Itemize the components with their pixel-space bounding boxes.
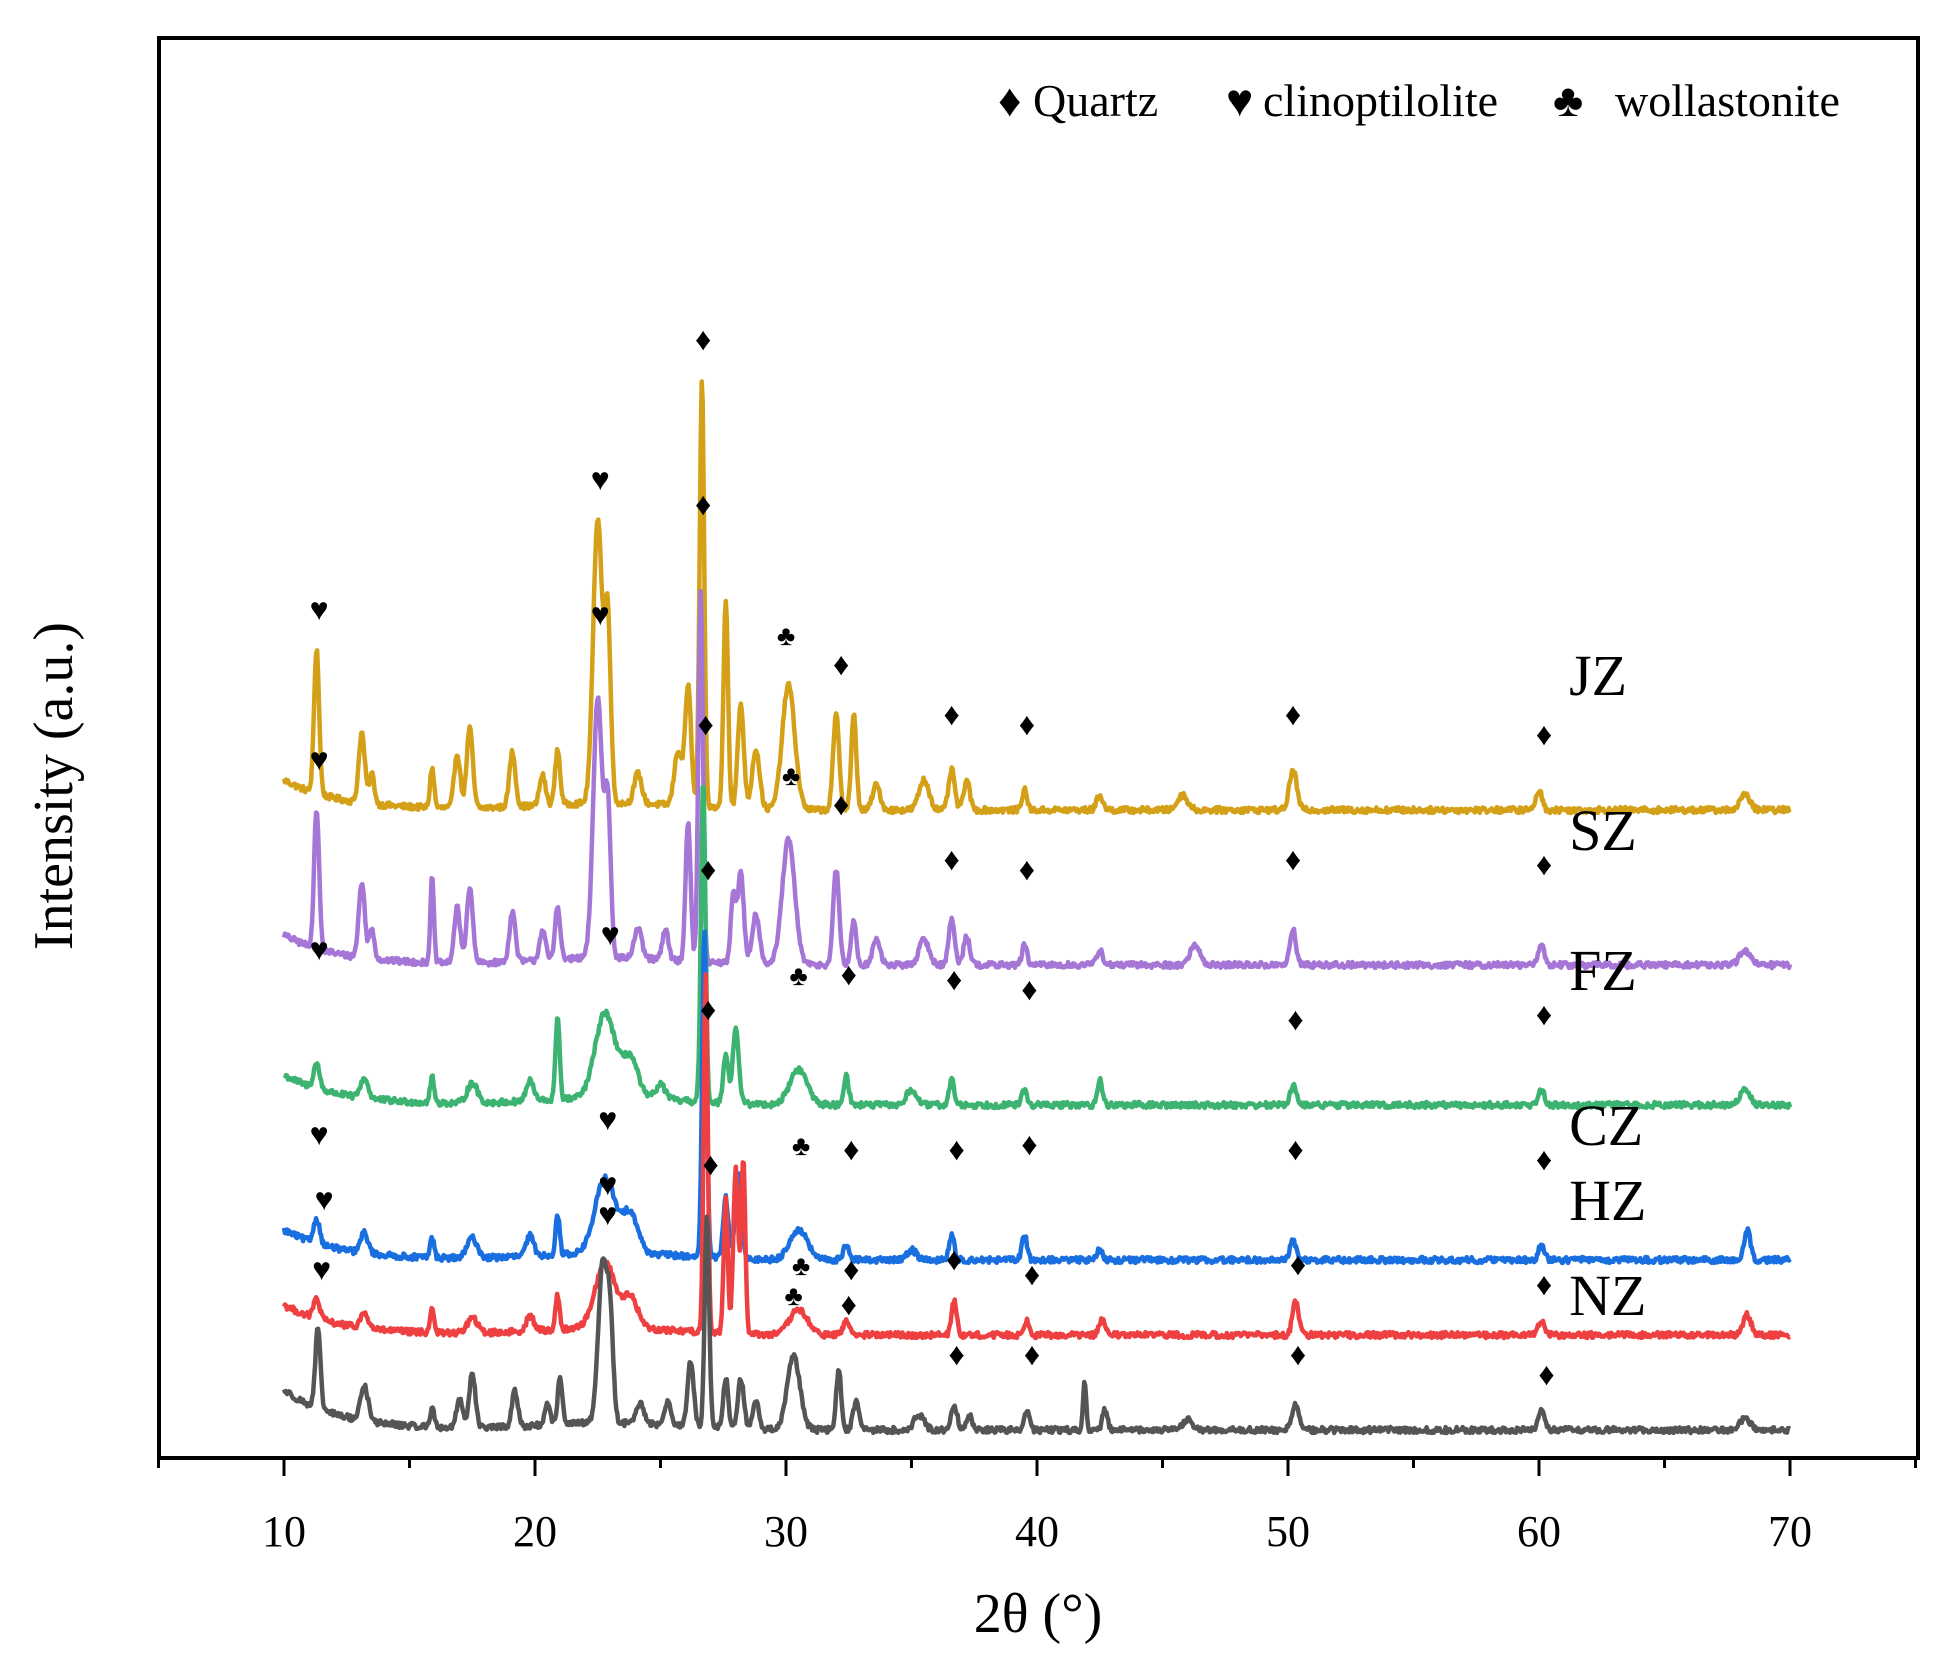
peak-marker-diamond: ♦ [1290,1246,1306,1282]
peak-marker-diamond: ♦ [943,841,959,877]
series-label-cz: CZ [1569,1093,1643,1158]
series-label-hz: HZ [1569,1168,1646,1233]
series-label-nz: NZ [1569,1263,1646,1328]
peak-marker-diamond: ♦ [1538,1356,1554,1392]
peak-marker-diamond: ♦ [843,1251,859,1287]
series-line-sz [281,588,1793,971]
y-axis-title: Intensity (a.u.) [23,622,85,950]
peak-marker-diamond: ♦ [1019,706,1035,742]
peak-marker-diamond: ♦ [843,1131,859,1167]
peak-marker-club: ♣ [792,1131,810,1162]
legend: ♦ Quartz ♥ clinoptilolite ♣ wollastonite [998,75,1840,126]
series-label-fz: FZ [1569,938,1637,1003]
x-tick-label: 50 [1266,1507,1310,1556]
x-tick-label: 60 [1517,1507,1561,1556]
peak-marker-diamond: ♦ [833,646,849,682]
peak-marker-diamond: ♦ [1290,1336,1306,1372]
peak-marker-diamond: ♦ [1536,1141,1552,1177]
series-label-jz: JZ [1569,643,1627,708]
peak-marker-diamond: ♦ [703,1146,719,1182]
x-tick-label: 40 [1015,1507,1059,1556]
x-tick-label: 70 [1768,1507,1812,1556]
plot-frame [157,36,1920,1460]
peak-marker-diamond: ♦ [833,786,849,822]
peak-marker-diamond: ♦ [1536,1266,1552,1302]
peak-marker-club: ♣ [789,961,807,992]
series-label-layer: JZ SZ FZ CZ HZ NZ [1569,643,1646,1328]
peak-marker-diamond: ♦ [1021,971,1037,1007]
peak-marker-heart: ♥ [312,1251,331,1287]
peak-marker-heart: ♥ [598,1166,617,1202]
peak-marker-diamond: ♦ [1287,1131,1303,1167]
peak-marker-diamond: ♦ [943,696,959,732]
peak-marker-diamond: ♦ [1536,716,1552,752]
series-line-jz [281,379,1792,816]
series-line-hz [281,972,1792,1341]
peak-marker-diamond: ♦ [1285,841,1301,877]
peak-marker-heart: ♥ [310,741,329,777]
peak-marker-diamond: ♦ [946,961,962,997]
peak-marker-diamond: ♦ [1536,846,1552,882]
peak-marker-diamond: ♦ [1021,1126,1037,1162]
x-axis-ticks: 10 20 30 40 50 60 70 [157,1458,1917,1556]
series-line-cz [281,929,1792,1266]
legend-clinoptilolite-label: clinoptilolite [1263,75,1498,126]
peak-marker-heart: ♥ [601,916,620,952]
peak-marker-diamond: ♦ [949,1131,965,1167]
peak-marker-diamond: ♦ [698,706,714,742]
peak-marker-heart: ♥ [598,1196,617,1232]
peak-marker-diamond: ♦ [1024,1256,1040,1292]
peak-marker-diamond: ♦ [841,1286,857,1322]
peak-marker-diamond: ♦ [700,851,716,887]
peak-marker-club: ♣ [777,621,795,652]
peak-marker-club: ♣ [784,1281,802,1312]
peak-marker-heart: ♥ [591,596,610,632]
legend-clinoptilolite-glyph: ♥ [1226,75,1253,126]
legend-wollastonite-glyph: ♣ [1553,75,1583,126]
peak-marker-club: ♣ [792,1251,810,1282]
peak-marker-heart: ♥ [310,591,329,627]
peak-marker-diamond: ♦ [1285,696,1301,732]
peak-marker-diamond: ♦ [949,1336,965,1372]
peak-marker-diamond: ♦ [700,991,716,1027]
peak-marker-diamond: ♦ [1024,1336,1040,1372]
peak-marker-diamond: ♦ [1287,1001,1303,1037]
legend-quartz-label: Quartz [1033,75,1158,126]
series-line-nz [281,1214,1792,1436]
peak-marker-diamond: ♦ [695,321,711,357]
x-tick-label: 20 [513,1507,557,1556]
peak-marker-heart: ♥ [310,931,329,967]
series-line-fz [282,784,1793,1111]
x-axis-title: 2θ (°) [974,1583,1103,1645]
peak-marker-diamond: ♦ [1019,851,1035,887]
peak-marker-club: ♣ [782,761,800,792]
peak-marker-diamond: ♦ [946,1241,962,1277]
peak-marker-diamond: ♦ [1536,996,1552,1032]
legend-quartz-glyph: ♦ [998,75,1021,126]
legend-wollastonite-label: wollastonite [1615,75,1840,126]
peak-marker-layer: ♥♥♦♣♦♦ ♦ ♦♦♥♥♦♣♦♦ ♦ ♦ ♦♥ ♥♦♣ ♦ ♦ ♦♦ ♦♥ ♥♦♣ ♦ ♦ ♦ ♦ ♦♥ ♥♦♣… [310,321,1555,1392]
peak-marker-heart: ♥ [598,1101,617,1137]
peak-marker-heart: ♥ [310,1116,329,1152]
series-layer [281,379,1793,1436]
x-tick-label: 10 [262,1507,306,1556]
series-label-sz: SZ [1569,798,1637,863]
x-tick-label: 30 [764,1507,808,1556]
peak-marker-heart: ♥ [591,461,610,497]
peak-marker-diamond: ♦ [695,486,711,522]
peak-marker-heart: ♥ [315,1181,334,1217]
peak-marker-diamond: ♦ [841,956,857,992]
